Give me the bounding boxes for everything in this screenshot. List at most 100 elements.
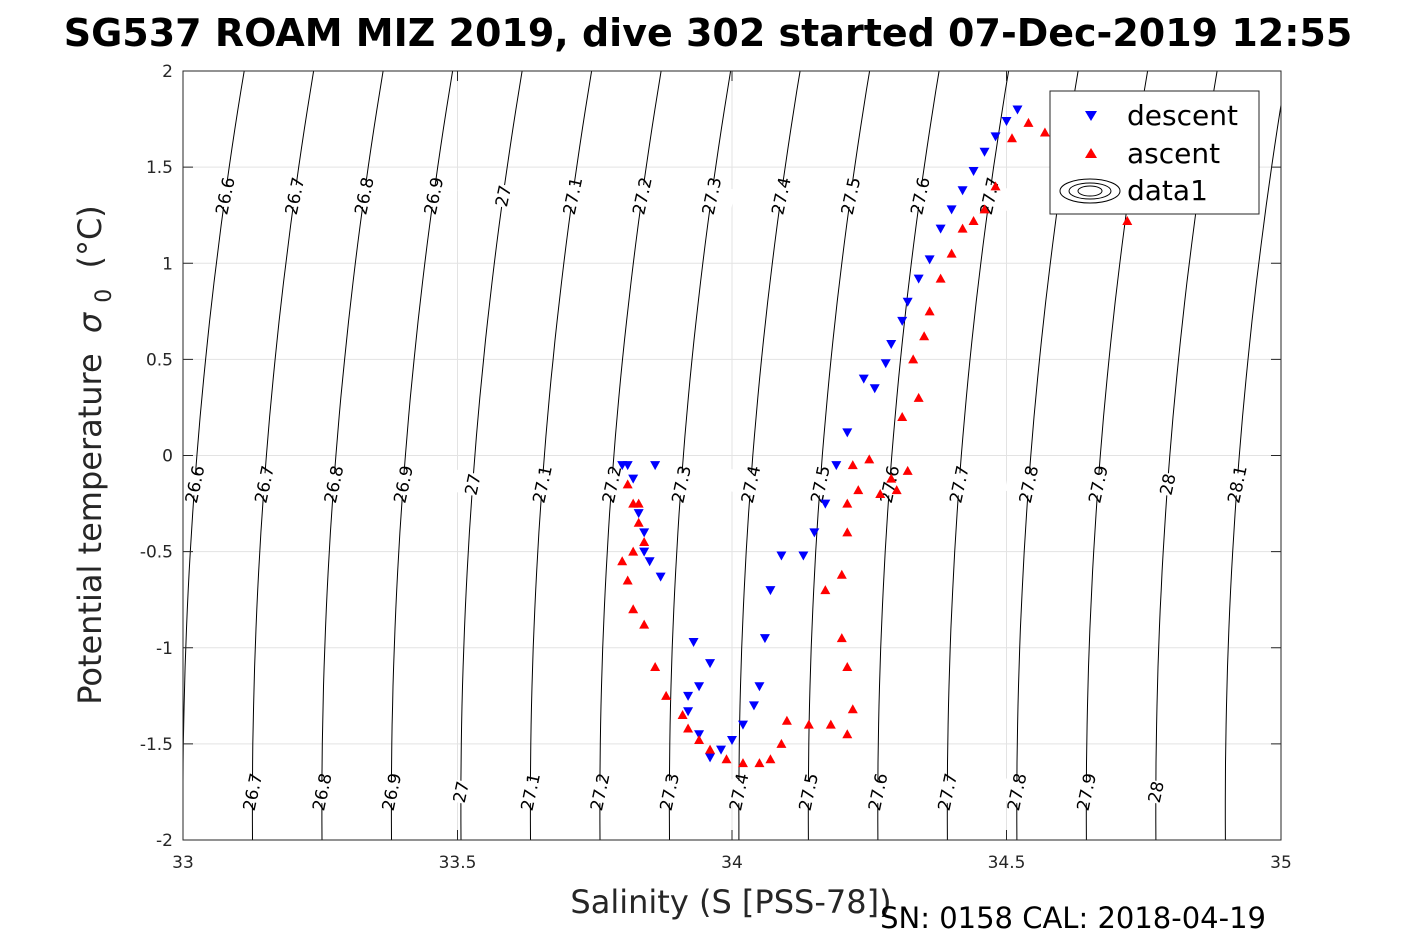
x-tick-label: 33.5 [439, 853, 477, 873]
ascent-point [891, 485, 902, 495]
descent-point [935, 224, 946, 234]
isopycnal-label-bg [1213, 469, 1261, 500]
isopycnal-label-bg [548, 180, 597, 212]
legend: descent ascent data1 [1049, 90, 1260, 215]
legend-descent-marker [1085, 111, 1097, 121]
ascent-point [754, 758, 765, 768]
ascent-point [1039, 127, 1050, 137]
ascent-point [836, 633, 847, 643]
descent-point [617, 461, 628, 471]
serial-calibration-note: SN: 0158 CAL: 2018-04-19 [880, 901, 1266, 935]
descent-point [716, 745, 727, 755]
descent-point [1012, 105, 1023, 115]
isopycnal-label-bg [923, 776, 972, 808]
ascent-point [737, 758, 748, 768]
chart-title: SG537 ROAM MIZ 2019, dive 302 started 07… [64, 11, 1353, 55]
series-descent [617, 105, 1023, 763]
isopycnal-label-bg [1062, 776, 1111, 808]
y-axis: -2 -1.5 -1 -0.5 0 0.5 1 1.5 2 [140, 62, 1281, 851]
series-ascent [617, 117, 1133, 768]
isopycnal-line [1224, 101, 1281, 840]
descent-point [946, 205, 957, 215]
isopycnal-label-bg [826, 180, 875, 212]
isopycnal-label-bg [298, 776, 346, 808]
ascent-point [842, 661, 853, 671]
y-tick-label: 1 [162, 254, 173, 274]
descent-point [869, 384, 880, 394]
descent-point [979, 147, 990, 157]
isopycnal-label-bg [309, 469, 358, 500]
isopycnal-label-bg [1004, 469, 1053, 500]
descent-point [644, 557, 655, 567]
legend-ascent-label: ascent [1127, 137, 1220, 170]
ascent-point [842, 729, 853, 739]
ascent-point [628, 546, 639, 556]
legend-data1-label: data1 [1127, 174, 1208, 207]
isopycnal-label-bg [726, 469, 775, 500]
legend-ascent-marker [1085, 148, 1097, 158]
descent-point [727, 736, 737, 746]
descent-point [809, 528, 820, 538]
isopycnal-label-bg [687, 180, 736, 212]
ascent-point [1023, 117, 1034, 127]
ascent-point [650, 661, 661, 671]
y-axis-label-text: Potential temperature [71, 353, 109, 705]
descent-point [968, 166, 979, 176]
ascent-point [825, 719, 836, 729]
x-tick-label: 33 [172, 853, 194, 873]
isopycnal-label: 27 [450, 779, 474, 804]
descent-point [957, 186, 968, 196]
ascent-point [633, 517, 644, 527]
isopycnal-label-bg [576, 776, 624, 808]
descent-point [694, 682, 705, 692]
ascent-point [913, 392, 924, 402]
x-axis: 33 33.5 34 34.5 35 [172, 71, 1292, 873]
ascent-point [661, 690, 672, 700]
descent-point [748, 701, 759, 711]
descent-point [842, 428, 853, 438]
legend-box [1049, 90, 1260, 215]
isopycnal-label-bg [757, 180, 805, 212]
isopycnal-label-bg [240, 469, 288, 500]
isopycnal-label-bg [479, 180, 527, 212]
isopycnal-label: 28 [1145, 779, 1169, 804]
isopycnal-label-bg [657, 469, 705, 500]
descent-point [924, 255, 935, 265]
y-tick-label: -0.5 [140, 543, 173, 563]
ascent-point [968, 215, 979, 225]
isopycnal-label-bg [796, 469, 844, 500]
ascent-point [622, 575, 633, 585]
isopycnal-label-bg [935, 469, 983, 500]
ascent-point [886, 473, 897, 483]
isopycnal-label-bg [618, 180, 666, 212]
ascent-point [639, 537, 650, 547]
ascent-point [705, 744, 716, 754]
y-tick-label: -1 [156, 639, 173, 659]
descent-point [650, 461, 661, 471]
isopycnal-label-bg [448, 469, 497, 500]
isopycnal-label-bg [965, 180, 1014, 212]
descent-point [858, 374, 869, 384]
isopycnal-label-bg [865, 469, 914, 500]
ascent-point [1006, 133, 1017, 143]
x-tick-label: 35 [1270, 853, 1292, 873]
descent-point [765, 586, 776, 596]
ascent-point [1122, 215, 1133, 225]
ascent-point [875, 488, 886, 498]
y-tick-label: 1.5 [146, 158, 173, 178]
ascent-point [924, 306, 935, 316]
isopycnal-label-bg [379, 469, 427, 500]
ascent-point [990, 181, 1001, 191]
descent-point [705, 753, 716, 763]
descent-point [913, 274, 924, 284]
y-tick-label: 2 [162, 62, 173, 82]
ascent-point [864, 454, 875, 464]
isopycnal-label-bg [367, 776, 416, 808]
isopycnal-label-bg [437, 776, 485, 808]
isopycnal-label-bg [518, 469, 566, 500]
ascent-point [897, 412, 908, 422]
descent-point [886, 339, 897, 349]
isopycnal-label: 27 [492, 184, 516, 209]
isopycnal-label-bg [587, 469, 636, 500]
ascent-point [820, 585, 831, 595]
